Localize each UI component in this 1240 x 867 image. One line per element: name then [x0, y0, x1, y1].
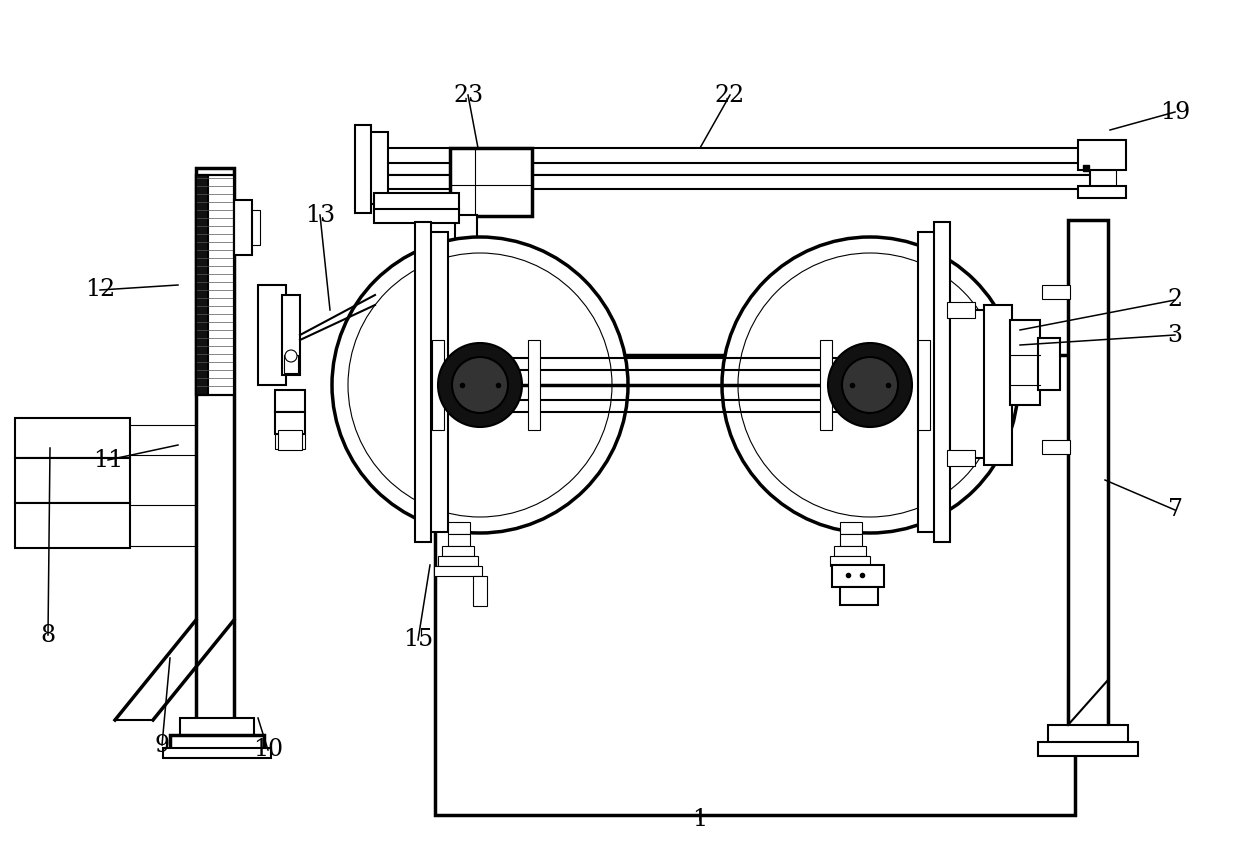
Bar — [170, 735, 264, 749]
Bar — [234, 200, 252, 255]
Circle shape — [348, 253, 613, 517]
Bar — [432, 340, 444, 430]
Bar — [278, 430, 303, 450]
Bar — [472, 576, 487, 606]
Bar — [180, 718, 254, 738]
Text: 7: 7 — [1168, 499, 1183, 521]
Circle shape — [842, 357, 898, 413]
Bar — [15, 458, 130, 503]
Bar — [281, 295, 300, 375]
Bar — [918, 340, 930, 430]
Bar — [275, 412, 305, 434]
Circle shape — [828, 343, 911, 427]
Bar — [934, 222, 950, 542]
Bar — [1011, 320, 1040, 405]
Bar — [455, 215, 477, 267]
Bar — [1038, 742, 1138, 756]
Bar — [415, 222, 432, 542]
Text: 23: 23 — [453, 83, 484, 107]
Text: 11: 11 — [93, 448, 123, 472]
Text: 10: 10 — [253, 739, 283, 761]
Text: 2: 2 — [1167, 289, 1183, 311]
Bar — [435, 355, 1075, 815]
Bar — [918, 232, 936, 532]
Circle shape — [285, 350, 298, 362]
Bar — [378, 148, 1090, 164]
Bar — [830, 556, 870, 566]
Bar — [252, 210, 260, 245]
Bar — [528, 340, 539, 430]
Circle shape — [453, 357, 508, 413]
Bar — [1038, 338, 1060, 390]
Bar — [1048, 725, 1128, 747]
Bar — [370, 132, 388, 204]
Bar — [1068, 220, 1109, 730]
Bar — [450, 148, 532, 216]
Bar — [15, 503, 130, 548]
Text: 9: 9 — [155, 733, 170, 757]
Bar — [1042, 285, 1070, 299]
Bar — [839, 522, 862, 534]
Bar — [1078, 140, 1126, 170]
Bar — [950, 310, 985, 458]
Bar — [196, 168, 234, 736]
Bar — [434, 566, 482, 576]
Bar — [835, 546, 866, 556]
Circle shape — [722, 237, 1018, 533]
Text: 3: 3 — [1168, 323, 1183, 347]
Bar — [832, 565, 884, 587]
Bar — [985, 305, 1012, 465]
Circle shape — [332, 237, 627, 533]
Bar — [1078, 186, 1126, 198]
Bar — [430, 232, 448, 532]
Bar — [378, 163, 1090, 175]
Text: 8: 8 — [41, 623, 56, 647]
Bar — [820, 340, 832, 430]
Bar — [1090, 170, 1116, 188]
Text: 12: 12 — [84, 278, 115, 302]
Bar — [441, 546, 474, 556]
Bar — [284, 355, 298, 373]
Bar — [947, 302, 975, 318]
Bar — [15, 418, 130, 458]
Bar — [196, 175, 208, 395]
Circle shape — [438, 343, 522, 427]
Bar — [162, 748, 272, 758]
Text: 22: 22 — [715, 83, 745, 107]
Bar — [839, 587, 878, 605]
Bar — [275, 390, 305, 412]
Bar — [448, 522, 470, 534]
Bar — [196, 175, 234, 395]
Bar — [448, 534, 470, 546]
Circle shape — [738, 253, 1002, 517]
Bar — [374, 193, 459, 211]
Text: 15: 15 — [403, 629, 433, 651]
Bar — [196, 175, 234, 395]
Bar — [438, 556, 477, 566]
Text: 1: 1 — [692, 809, 708, 831]
Text: 19: 19 — [1159, 101, 1190, 123]
Bar — [378, 175, 1090, 189]
Bar — [275, 434, 305, 449]
Bar — [1042, 440, 1070, 454]
Bar — [355, 125, 371, 213]
Bar — [839, 534, 862, 546]
Text: 13: 13 — [305, 204, 335, 226]
Bar — [258, 285, 286, 385]
Bar — [374, 209, 459, 223]
Bar — [947, 450, 975, 466]
